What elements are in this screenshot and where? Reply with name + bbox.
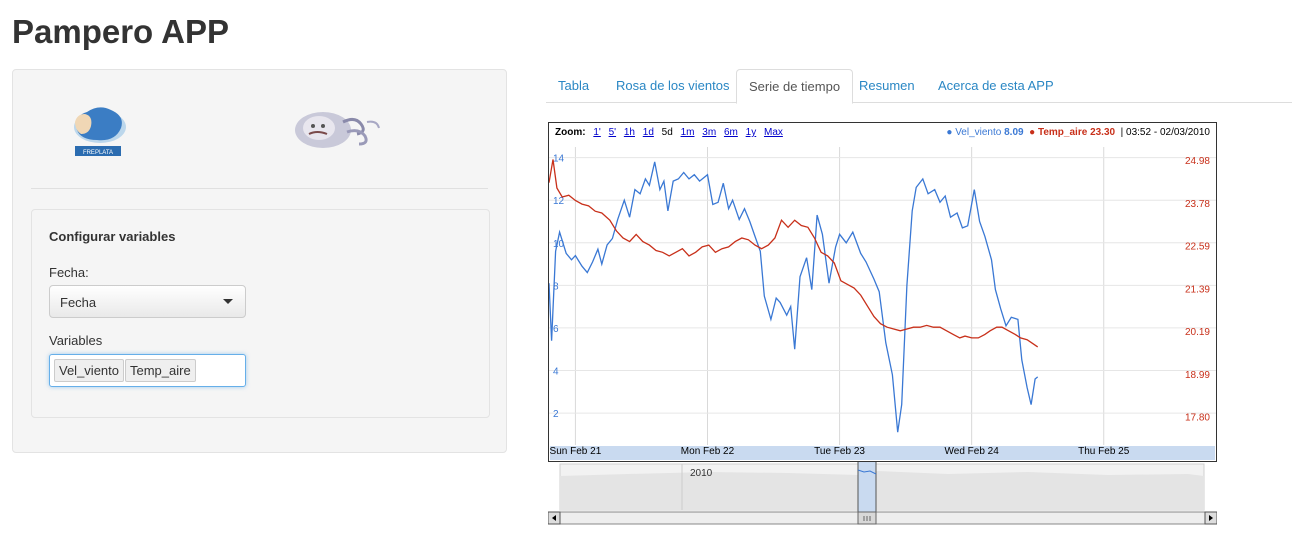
range-selector[interactable]: 2010 (547, 459, 1218, 526)
zoom-6m[interactable]: 6m (723, 127, 738, 138)
variable-chip-vel-viento[interactable]: Vel_viento (54, 359, 124, 382)
legend-vel-viento-name: Vel_viento (955, 127, 1002, 138)
y-left-tick-label: 6 (553, 324, 559, 335)
arrow-right-icon (1209, 515, 1213, 521)
x-tick-label: Mon Feb 22 (681, 446, 735, 457)
tab-acerca-de-esta-app[interactable]: Acerca de esta APP (938, 78, 1054, 93)
app-title: Pampero APP (12, 13, 230, 50)
zoom-3m[interactable]: 3m (702, 127, 717, 138)
range-scrollbar[interactable] (547, 511, 1218, 525)
tab-resumen[interactable]: Resumen (859, 78, 915, 93)
y-left-tick-label: 4 (553, 367, 559, 378)
zoom-max[interactable]: Max (763, 127, 783, 138)
config-title: Configurar variables (49, 229, 176, 244)
time-series-chart[interactable]: Sun Feb 21 Mon Feb 22 Tue Feb 23 Wed Feb 24… (548, 122, 1217, 462)
config-variables-panel: Configurar variables Fecha: Fecha Variab… (31, 209, 490, 418)
zoom-1m[interactable]: 1m (680, 127, 695, 138)
zoom-controls: Zoom: 1' 5' 1h 1d 5d 1m 3m 6m 1y Max (555, 127, 783, 138)
x-axis-band (550, 446, 1215, 460)
x-tick-label: Thu Feb 25 (1078, 446, 1130, 457)
legend-vel-viento-value: 8.09 (1004, 127, 1024, 138)
variables-multiselect[interactable]: Vel_viento Temp_aire (49, 354, 246, 387)
variable-chip-temp-aire[interactable]: Temp_aire (125, 359, 196, 382)
tab-rosa-de-los-vientos[interactable]: Rosa de los vientos (616, 78, 730, 93)
series-line-temp-aire (549, 159, 1039, 348)
freplata-logo: FREPLATA (67, 102, 129, 158)
y-left-tick-label: 14 (553, 154, 565, 165)
y-right-tick-label: 20.19 (1185, 327, 1210, 338)
zoom-5d[interactable]: 5d (661, 127, 673, 138)
tab-tabla[interactable]: Tabla (558, 78, 590, 93)
range-year-label: 2010 (690, 468, 713, 479)
y-left-tick-label: 10 (553, 239, 565, 250)
zoom-1d[interactable]: 1d (642, 127, 654, 138)
y-right-tick-label: 17.80 (1185, 412, 1210, 423)
zoom-1min[interactable]: 1' (593, 127, 601, 138)
y-left-tick-label: 8 (553, 281, 559, 292)
fecha-select[interactable]: Fecha (49, 285, 246, 318)
zoom-1y[interactable]: 1y (745, 127, 757, 138)
svg-text:FREPLATA: FREPLATA (83, 150, 113, 156)
y-right-tick-label: 23.78 (1185, 199, 1210, 210)
variables-label: Variables (49, 333, 103, 348)
zoom-1h[interactable]: 1h (623, 127, 635, 138)
caret-down-icon (223, 299, 233, 304)
sidebar-panel: FREPLATA Configurar variables Fecha: Fec… (12, 69, 507, 453)
legend-vel-viento: ● Vel_viento 8.09 (946, 127, 1024, 138)
y-right-tick-label: 24.98 (1185, 156, 1210, 167)
x-tick-label: Sun Feb 21 (550, 446, 602, 457)
pampero-logo (293, 108, 383, 154)
tab-bar: Tabla Rosa de los vientos Serie de tiemp… (546, 69, 1292, 104)
legend-temp-aire-value: 23.30 (1090, 127, 1116, 138)
arrow-left-icon (552, 515, 556, 521)
y-left-tick-label: 2 (553, 409, 559, 420)
series-line-vel-viento (549, 161, 1039, 433)
y-right-tick-label: 21.39 (1185, 284, 1210, 295)
sidebar-divider (31, 188, 488, 189)
y-right-tick-label: 22.59 (1185, 242, 1210, 253)
zoom-5min[interactable]: 5' (608, 127, 617, 138)
y-left-tick-label: 12 (553, 196, 565, 207)
x-tick-label: Wed Feb 24 (945, 446, 1000, 457)
x-tick-label: Tue Feb 23 (814, 446, 865, 457)
legend-temp-aire-name: Temp_aire (1037, 127, 1088, 138)
fecha-select-value: Fecha (60, 295, 97, 310)
chart-plot-area[interactable]: Sun Feb 21 Mon Feb 22 Tue Feb 23 Wed Feb 24… (549, 123, 1216, 461)
legend-temp-aire: ● Temp_aire 23.30 (1029, 127, 1116, 138)
tab-serie-de-tiempo[interactable]: Serie de tiempo (736, 69, 854, 104)
y-right-tick-label: 18.99 (1185, 370, 1210, 381)
fecha-label: Fecha: (49, 265, 89, 280)
zoom-label: Zoom: (555, 127, 586, 138)
chart-legend: ● Vel_viento 8.09 ● Temp_aire 23.30 | 03… (946, 127, 1210, 138)
legend-timestamp: 03:52 - 02/03/2010 (1126, 127, 1210, 138)
